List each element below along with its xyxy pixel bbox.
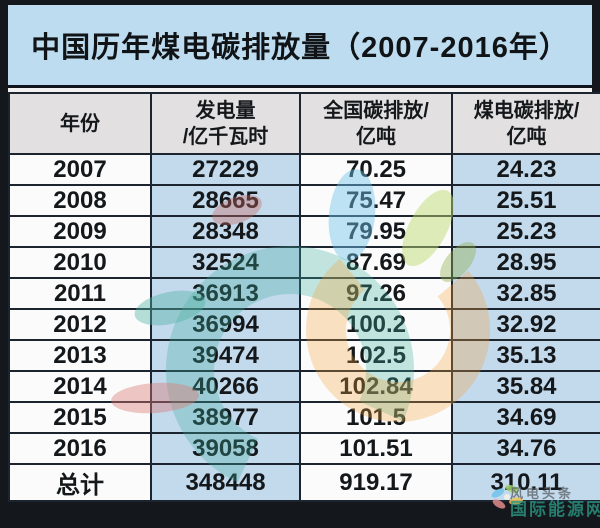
cell-generation: 36913 xyxy=(150,277,301,310)
cell-year: 2008 xyxy=(8,184,152,217)
header-national-line2: 亿吨 xyxy=(356,125,396,148)
table-row: 2011 36913 97.26 32.85 xyxy=(8,277,600,310)
cell-year: 2010 xyxy=(8,246,152,279)
header-generation-line2: /亿千瓦时 xyxy=(182,125,269,148)
cell-national-emissions: 102.84 xyxy=(299,370,453,403)
cell-national-emissions: 70.25 xyxy=(299,153,453,186)
cell-year: 总计 xyxy=(8,463,152,502)
cell-generation: 36994 xyxy=(150,308,301,341)
cell-coal-emissions: 34.69 xyxy=(451,401,600,434)
header-coal-line1: 煤电碳排放/ xyxy=(473,99,580,122)
cell-national-emissions: 101.5 xyxy=(299,401,453,434)
cell-coal-emissions: 310.11 xyxy=(451,463,600,502)
header-year: 年份 xyxy=(8,92,152,155)
cell-coal-emissions: 28.95 xyxy=(451,246,600,279)
header-coal-emissions: 煤电碳排放/ 亿吨 xyxy=(451,92,600,155)
table-body: 2007 27229 70.25 24.23 2008 28665 75.47 … xyxy=(8,153,600,502)
content-frame: 中国历年煤电碳排放量（2007-2016年） 年份 发电量 /亿千瓦时 全国碳排… xyxy=(8,5,600,502)
cell-national-emissions: 97.26 xyxy=(299,277,453,310)
cell-national-emissions: 87.69 xyxy=(299,246,453,279)
cell-national-emissions: 102.5 xyxy=(299,339,453,372)
table-row-total: 总计 348448 919.17 310.11 xyxy=(8,463,600,502)
cell-national-emissions: 919.17 xyxy=(299,463,453,502)
cell-year: 2009 xyxy=(8,215,152,248)
cell-national-emissions: 75.47 xyxy=(299,184,453,217)
cell-generation: 348448 xyxy=(150,463,301,502)
watermark-line2: 国际能源网 xyxy=(510,500,600,520)
table-header: 年份 发电量 /亿千瓦时 全国碳排放/ 亿吨 煤电碳排放/ 亿吨 xyxy=(8,92,600,155)
table-row: 2007 27229 70.25 24.23 xyxy=(8,153,600,186)
cell-coal-emissions: 32.92 xyxy=(451,308,600,341)
cell-year: 2015 xyxy=(8,401,152,434)
table-row: 2015 38977 101.5 34.69 xyxy=(8,401,600,434)
cell-generation: 32524 xyxy=(150,246,301,279)
table-row: 2013 39474 102.5 35.13 xyxy=(8,339,600,372)
table-row: 2008 28665 75.47 25.51 xyxy=(8,184,600,217)
table-row: 2016 39058 101.51 34.76 xyxy=(8,432,600,465)
header-year-line1: 年份 xyxy=(60,112,100,135)
cell-coal-emissions: 25.23 xyxy=(451,215,600,248)
cell-national-emissions: 101.51 xyxy=(299,432,453,465)
table-row: 2009 28348 79.95 25.23 xyxy=(8,215,600,248)
table-row: 2012 36994 100.2 32.92 xyxy=(8,308,600,341)
cell-generation: 28348 xyxy=(150,215,301,248)
cell-year: 2012 xyxy=(8,308,152,341)
cell-generation: 27229 xyxy=(150,153,301,186)
table-row: 2014 40266 102.84 35.84 xyxy=(8,370,600,403)
cell-year: 2007 xyxy=(8,153,152,186)
header-coal-line2: 亿吨 xyxy=(506,125,547,148)
header-row: 年份 发电量 /亿千瓦时 全国碳排放/ 亿吨 煤电碳排放/ 亿吨 xyxy=(8,92,600,155)
cell-year: 2016 xyxy=(8,432,152,465)
cell-year: 2011 xyxy=(8,277,152,310)
cell-generation: 39058 xyxy=(150,432,301,465)
cell-generation: 40266 xyxy=(150,370,301,403)
cell-coal-emissions: 35.84 xyxy=(451,370,600,403)
header-generation-line1: 发电量 xyxy=(195,99,256,122)
cell-coal-emissions: 35.13 xyxy=(451,339,600,372)
cell-coal-emissions: 34.76 xyxy=(451,432,600,465)
cell-coal-emissions: 25.51 xyxy=(451,184,600,217)
cell-generation: 28665 xyxy=(150,184,301,217)
header-national-emissions: 全国碳排放/ 亿吨 xyxy=(299,92,453,155)
cell-coal-emissions: 24.23 xyxy=(451,153,600,186)
cell-year: 2014 xyxy=(8,370,152,403)
cell-generation: 38977 xyxy=(150,401,301,434)
emissions-table: 年份 发电量 /亿千瓦时 全国碳排放/ 亿吨 煤电碳排放/ 亿吨 2007 xyxy=(8,92,600,502)
table-row: 2010 32524 87.69 28.95 xyxy=(8,246,600,279)
header-generation: 发电量 /亿千瓦时 xyxy=(150,92,301,155)
cell-generation: 39474 xyxy=(150,339,301,372)
title-table-divider xyxy=(8,88,592,92)
cell-coal-emissions: 32.85 xyxy=(451,277,600,310)
header-national-line1: 全国碳排放/ xyxy=(323,99,429,122)
cell-year: 2013 xyxy=(8,339,152,372)
page-title: 中国历年煤电碳排放量（2007-2016年） xyxy=(8,5,592,88)
cell-national-emissions: 79.95 xyxy=(299,215,453,248)
cell-national-emissions: 100.2 xyxy=(299,308,453,341)
